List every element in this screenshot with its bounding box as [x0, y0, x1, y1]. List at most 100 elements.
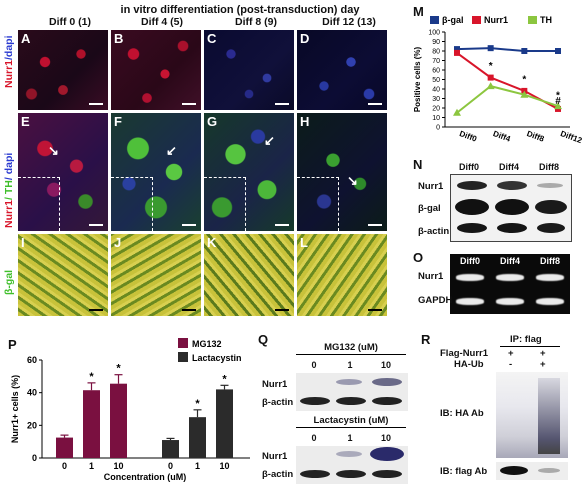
blot-q-top-label-beta-actin: β-actin [262, 397, 294, 408]
m-legend-label: β-gal [442, 15, 464, 25]
ip-label: IP: flag [510, 334, 542, 345]
flag-sign-2: + [540, 348, 546, 359]
panel-f-image: F ↙ [111, 113, 201, 231]
p-significance-star: * [195, 398, 200, 410]
m-y-tick-label: 80 [432, 49, 440, 56]
m-series-line [456, 85, 559, 114]
panel-k-image: K [204, 234, 294, 316]
row-label-beta-gal: β-gal [3, 269, 15, 295]
p-bar [110, 383, 127, 458]
blot-q-bottom-lane-10: 10 [380, 433, 391, 443]
p-legend-label: MG132 [192, 339, 222, 349]
p-bar [56, 437, 73, 458]
p-significance-star: * [222, 373, 227, 385]
m-y-tick-label: 70 [432, 58, 440, 65]
ib-flag-label: IB: flag Ab [440, 466, 488, 477]
m-data-point [521, 48, 528, 54]
panel-b-image: B [111, 30, 201, 110]
m-y-tick-label: 30 [432, 96, 440, 103]
panel-p-bar-chart: 0 20 40 60 Nurr1+ cells (%) 0 1 * 10 * 0 1 * 10 * Conce… [10, 338, 250, 482]
gel-o-label-nurr1: Nurr1 [418, 271, 444, 282]
blot-q-bottom-title: Lactacystin (uM) [313, 415, 389, 426]
ib-ha-membrane [496, 372, 568, 458]
panel-d-image: D [297, 30, 387, 110]
blot-n-lane-diff0: Diff0 [459, 162, 479, 172]
p-bar [83, 390, 100, 458]
blot-n-label-beta-gal: β-gal [418, 203, 441, 214]
panel-h-image: H ↘ [297, 113, 387, 231]
m-series-line [456, 47, 558, 52]
blot-q-top-lane-10: 10 [380, 360, 391, 370]
panel-i-image: I [18, 234, 108, 316]
p-x-tick-label: 10 [219, 461, 229, 471]
m-data-point [555, 48, 561, 54]
blot-q-band [336, 451, 362, 457]
m-legend-swatch [472, 16, 481, 24]
blot-q-band [336, 379, 362, 385]
p-legend-label: Lactacystin [192, 353, 242, 363]
blot-q-top-lane-0: 0 [311, 360, 317, 370]
blot-n-band [455, 199, 489, 215]
blot-q-bottom-label-nurr1: Nurr1 [262, 451, 288, 462]
blot-q-band [336, 397, 366, 405]
panel-g-image: G ↙ [204, 113, 294, 231]
panel-j-image: J [111, 234, 201, 316]
m-y-tick-label: 40 [432, 87, 440, 94]
m-x-tick-label: Diff0 [458, 129, 478, 144]
row-label-nurr1-dapi: Nurr1/dapi [3, 35, 15, 88]
p-bar [162, 440, 179, 458]
m-data-point [487, 74, 494, 81]
m-data-point [453, 108, 461, 116]
m-data-point [454, 49, 460, 56]
p-y-tick-label: 40 [27, 388, 37, 398]
blot-q-band [336, 470, 366, 478]
gel-o-band [536, 274, 564, 281]
p-x-tick-label: 1 [89, 461, 94, 471]
gel-o-band [456, 298, 484, 305]
m-x-tick-label: Diff8 [526, 129, 546, 144]
p-y-axis-label: Nurr1+ cells (%) [10, 375, 20, 443]
blot-q-bottom-rule [296, 427, 406, 428]
gel-o-lane-diff8: Diff8 [540, 256, 560, 266]
ip-rule [500, 346, 560, 347]
panel-n-letter: N [413, 157, 423, 172]
p-legend-swatch [178, 352, 188, 362]
m-legend-swatch [430, 16, 439, 24]
blot-n-band [537, 223, 565, 233]
panel-c-image: C [204, 30, 294, 110]
blot-q-top-lane-1: 1 [347, 360, 353, 370]
m-y-tick-label: 10 [432, 115, 440, 122]
p-x-tick-label: 10 [113, 461, 123, 471]
ib-flag-band [500, 466, 528, 475]
blot-q-band [372, 470, 402, 478]
m-legend-label: TH [540, 15, 552, 25]
column-header-diff0: Diff 0 (1) [49, 16, 91, 28]
m-x-tick-label: Diff12 [559, 129, 583, 145]
panel-r-letter: R [421, 332, 431, 347]
m-legend-swatch [528, 16, 537, 24]
blot-n-band [495, 199, 529, 215]
blot-q-band [372, 378, 402, 386]
panel-e-image: E ↘ [18, 113, 108, 231]
m-data-point [520, 90, 529, 98]
blot-q-bottom-lane-0: 0 [311, 433, 317, 443]
m-y-tick-label: 20 [432, 106, 440, 113]
panel-m-line-chart: 0 10 20 30 40 50 60 70 80 90 100 Positive cells (%)… [413, 15, 583, 145]
m-y-tick-label: 0 [436, 125, 440, 132]
m-data-point [554, 102, 562, 110]
column-header-diff12: Diff 12 (13) [322, 16, 376, 28]
m-y-axis-label: Positive cells (%) [413, 46, 422, 112]
gel-o-band [456, 274, 484, 281]
blot-n-lane-diff8: Diff8 [539, 162, 559, 172]
figure-title: in vitro differentiation (post-transduct… [120, 4, 360, 16]
m-data-point [487, 45, 494, 52]
flag-sign-1: + [508, 348, 514, 359]
flag-nurr1-label: Flag-Nurr1 [440, 348, 489, 359]
m-significance-mark: * [489, 61, 493, 72]
row-label-nurr1-th-dapi: Nurr1/ TH/ dapi [3, 152, 15, 228]
panel-a-image: A [18, 30, 108, 110]
m-legend-label: Nurr1 [484, 15, 508, 25]
m-significance-mark: * [556, 91, 560, 102]
ha-ub-label: HA-Ub [454, 359, 484, 370]
gel-o-label-gapdh: GAPDH [418, 295, 453, 306]
